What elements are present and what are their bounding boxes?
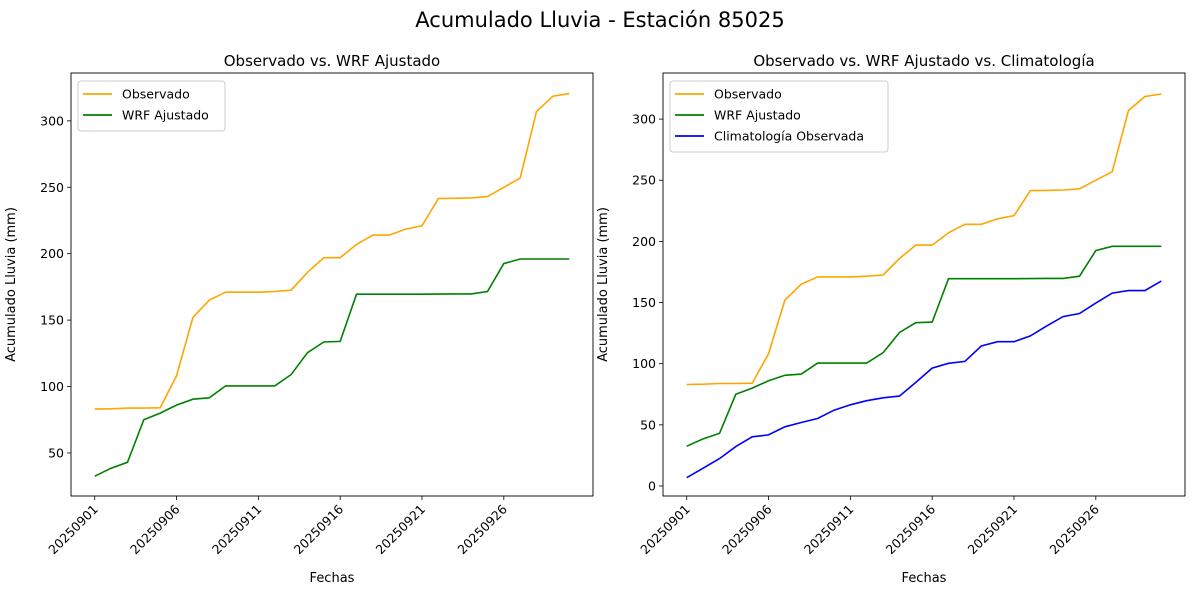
figure-title: Acumulado Lluvia - Estación 85025 bbox=[415, 8, 785, 32]
y-tick-label: 200 bbox=[40, 246, 64, 261]
y-tick-label: 250 bbox=[632, 173, 656, 188]
series-line-observado bbox=[94, 92, 570, 410]
x-axis-label: Fechas bbox=[310, 571, 355, 586]
x-axis-label: Fechas bbox=[902, 571, 947, 586]
y-tick-label: 300 bbox=[40, 113, 64, 128]
legend-label: WRF Ajustado bbox=[714, 108, 801, 123]
chart-2: Observado vs. WRF Ajustado vs. Climatolo… bbox=[596, 52, 1186, 586]
y-axis-label: Acumulado Lluvia (mm) bbox=[596, 207, 611, 362]
y-tick-label: 50 bbox=[48, 445, 64, 460]
series-line-climatología-observada bbox=[686, 280, 1162, 479]
x-tick-label: 20250901 bbox=[637, 502, 693, 558]
x-tick-label: 20250921 bbox=[373, 502, 429, 558]
x-tick-label: 20250916 bbox=[883, 501, 939, 557]
series-line-observado bbox=[686, 93, 1162, 386]
chart-1: Observado vs. WRF Ajustado 50 100 150 200 250… bbox=[4, 52, 594, 586]
x-tick-label: 20250926 bbox=[454, 501, 510, 557]
legend-label: Climatología Observada bbox=[714, 129, 864, 144]
series-line-wrf-ajustado bbox=[686, 245, 1162, 447]
y-axis-label: Acumulado Lluvia (mm) bbox=[4, 207, 19, 362]
x-tick-label: 20250916 bbox=[291, 501, 347, 557]
x-tick-label: 20250926 bbox=[1046, 501, 1102, 557]
y-tick-label: 0 bbox=[648, 478, 656, 493]
x-tick-label: 20250911 bbox=[209, 502, 265, 558]
legend-box bbox=[669, 80, 889, 153]
chart-title: Observado vs. WRF Ajustado bbox=[224, 52, 440, 70]
y-tick-label: 100 bbox=[632, 356, 656, 371]
y-tick-label: 100 bbox=[40, 379, 64, 394]
y-tick-label: 300 bbox=[632, 112, 656, 127]
x-tick-label: 20250906 bbox=[127, 501, 183, 557]
chart-title: Observado vs. WRF Ajustado vs. Climatolo… bbox=[753, 52, 1094, 70]
y-tick-label: 150 bbox=[40, 313, 64, 328]
axes-frame bbox=[70, 72, 594, 497]
legend-box bbox=[77, 80, 226, 132]
y-tick-label: 150 bbox=[632, 295, 656, 310]
series-line-wrf-ajustado bbox=[94, 258, 570, 477]
x-tick-label: 20250906 bbox=[719, 501, 775, 557]
legend-label: WRF Ajustado bbox=[122, 108, 209, 123]
x-tick-label: 20250911 bbox=[801, 502, 857, 558]
legend: Observado WRF Ajustado Climatología Observ… bbox=[669, 80, 889, 153]
legend: Observado WRF Ajustado bbox=[77, 80, 226, 132]
y-tick-label: 200 bbox=[632, 234, 656, 249]
legend-label: Observado bbox=[714, 87, 782, 102]
y-tick-label: 50 bbox=[640, 417, 656, 432]
axes-frame bbox=[662, 72, 1186, 497]
x-tick-label: 20250901 bbox=[45, 502, 101, 558]
x-tick-label: 20250921 bbox=[965, 502, 1021, 558]
legend-label: Observado bbox=[122, 87, 190, 102]
y-tick-label: 250 bbox=[40, 180, 64, 195]
